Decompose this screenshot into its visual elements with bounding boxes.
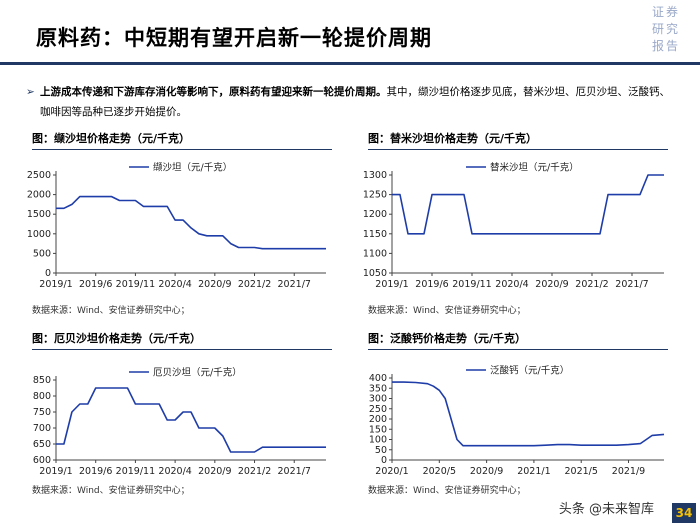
bullet-arrow-icon: ➢ [26,86,35,98]
x-tick-label: 2019/11 [116,466,155,477]
brand-line-3: 报告 [652,39,681,53]
x-tick-label: 2020/4 [495,279,528,290]
y-tick-label: 1300 [363,170,387,181]
chart-source-telmisartan: 数据来源：Wind、安信证券研究中心； [368,306,526,316]
x-tick-label: 2020/5 [423,466,456,477]
y-tick-label: 300 [369,394,387,405]
y-tick-label: 1150 [363,229,387,240]
legend-label: 替米沙坦（元/千克） [490,162,579,174]
y-tick-label: 700 [33,423,51,434]
x-tick-label: 2019/1 [39,466,72,477]
y-tick-label: 600 [33,455,51,466]
x-tick-label: 2020/9 [198,279,231,290]
header-divider [0,62,700,65]
y-tick-label: 1200 [363,209,387,220]
x-tick-label: 2020/9 [535,279,568,290]
y-tick-label: 150 [369,424,387,435]
series-line [392,174,664,235]
x-tick-label: 2020/4 [158,279,191,290]
chart-source-pantothenate: 数据来源：Wind、安信证券研究中心； [368,486,526,496]
x-tick-label: 2020/1 [375,466,408,477]
chart-source-valsartan: 数据来源：Wind、安信证券研究中心； [32,306,190,316]
chart-title-pantothenate: 图：泛酸钙价格走势（元/千克） [368,330,668,350]
y-tick-label: 0 [381,455,387,466]
x-tick-label: 2019/11 [116,279,155,290]
x-tick-label: 2021/7 [278,279,311,290]
chart-source-irbesartan: 数据来源：Wind、安信证券研究中心； [32,486,190,496]
y-tick-label: 800 [33,391,51,402]
legend-label: 厄贝沙坦（元/千克） [153,367,242,379]
page-number: 34 [672,503,696,523]
x-tick-label: 2019/6 [79,466,112,477]
x-tick-label: 2021/2 [238,466,271,477]
y-tick-label: 400 [369,373,387,384]
y-tick-label: 2500 [27,170,51,181]
legend-label: 泛酸钙（元/千克） [490,365,569,377]
y-tick-label: 750 [33,407,51,418]
y-tick-label: 1050 [363,268,387,279]
x-tick-label: 2021/7 [278,466,311,477]
y-tick-label: 100 [369,435,387,446]
y-tick-label: 200 [369,414,387,425]
y-tick-label: 0 [45,268,51,279]
legend-label: 缬沙坦（元/千克） [153,162,232,174]
x-tick-label: 2021/9 [612,466,645,477]
brand-line-2: 研究 [652,22,681,36]
x-tick-label: 2021/1 [517,466,550,477]
x-tick-label: 2021/7 [615,279,648,290]
chart-title-irbesartan: 图：厄贝沙坦价格走势（元/千克） [32,330,332,350]
x-tick-label: 2020/9 [470,466,503,477]
x-tick-label: 2019/1 [375,279,408,290]
x-tick-label: 2020/9 [198,466,231,477]
x-tick-label: 2019/6 [415,279,448,290]
page-title: 原料药：中短期有望开启新一轮提价周期 [36,25,432,50]
watermark: 头条 @未来智库 [558,502,654,517]
y-tick-label: 1000 [27,229,51,240]
bullet-text: 其中，缬沙坦价格逐步见底，替米沙坦、厄贝沙坦、泛酸钙、咖啡因等品种已逐步开始提价… [40,86,670,118]
x-tick-label: 2020/4 [158,466,191,477]
y-tick-label: 2000 [27,190,51,201]
y-tick-label: 1250 [363,190,387,201]
y-tick-label: 1100 [363,248,387,259]
series-line [56,195,326,250]
chart-telmisartan: 1050 1100 1150 1200 1250 1300 2019/1 2019/6 2019… [363,162,664,290]
x-tick-label: 2021/2 [575,279,608,290]
x-tick-label: 2019/11 [452,279,491,290]
y-tick-label: 1500 [27,209,51,220]
brand-line-1: 证券 [652,5,681,19]
summary-bullet: ➢ 上游成本传递和下游库存消化等影响下，原料药有望迎来新一轮提价周期。其中，缬沙… [26,82,670,122]
series-line [56,387,326,453]
y-tick-label: 50 [375,445,387,456]
y-tick-label: 500 [33,248,51,259]
x-tick-label: 2019/6 [79,279,112,290]
y-tick-label: 350 [369,383,387,394]
bullet-bold-text: 上游成本传递和下游库存消化等影响下，原料药有望迎来新一轮提价周期。 [40,86,387,98]
x-tick-label: 2021/5 [565,466,598,477]
y-tick-label: 850 [33,375,51,386]
x-tick-label: 2019/1 [39,279,72,290]
series-line [392,381,665,447]
chart-title-telmisartan: 图：替米沙坦价格走势（元/千克） [368,130,668,150]
x-tick-label: 2021/2 [238,279,271,290]
chart-title-valsartan: 图：缬沙坦价格走势（元/千克） [32,130,332,150]
brand-mark: 证券 研究 报告 [652,4,692,55]
y-tick-label: 650 [33,439,51,450]
y-tick-label: 250 [369,404,387,415]
